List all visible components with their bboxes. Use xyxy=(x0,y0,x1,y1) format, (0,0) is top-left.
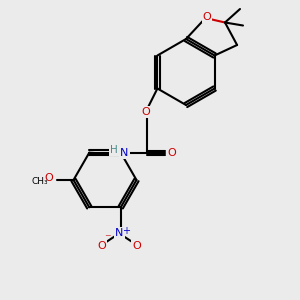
Text: N: N xyxy=(120,148,129,158)
Text: +: + xyxy=(122,226,130,236)
Text: N: N xyxy=(115,228,123,239)
Text: ⁻: ⁻ xyxy=(104,232,111,245)
Text: O: O xyxy=(132,241,141,251)
Text: O: O xyxy=(202,11,211,22)
Text: O: O xyxy=(98,241,106,251)
Text: CH₃: CH₃ xyxy=(31,177,48,186)
Text: O: O xyxy=(167,148,176,158)
Text: O: O xyxy=(44,173,53,183)
Text: H: H xyxy=(110,145,118,155)
Text: O: O xyxy=(141,107,150,117)
